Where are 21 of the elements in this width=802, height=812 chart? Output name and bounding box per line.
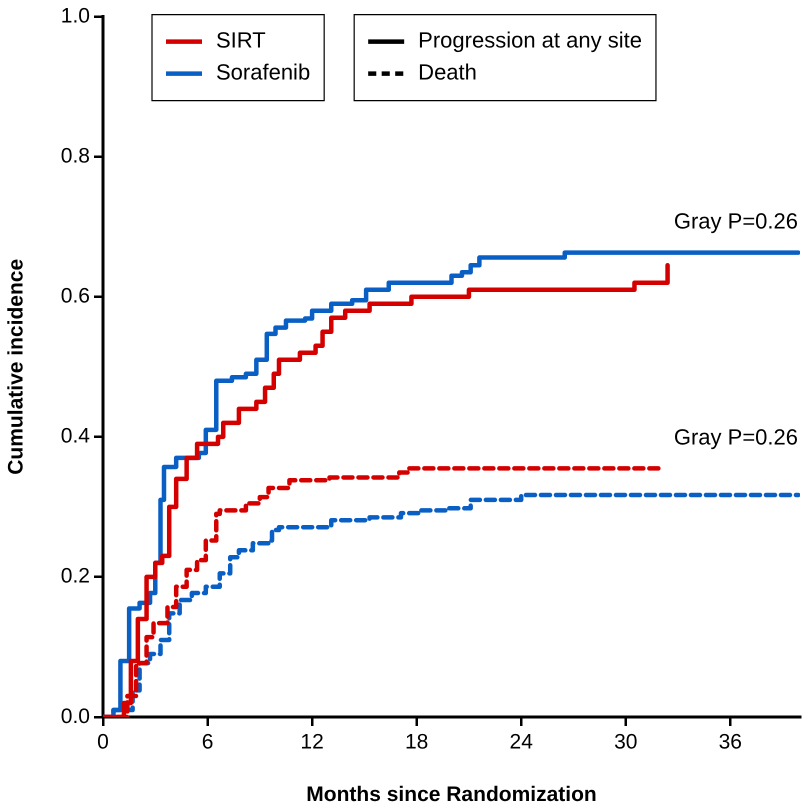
annotation: Death: [418, 60, 477, 85]
x-tick-label: 0: [97, 730, 109, 754]
x-tick-label: 18: [404, 730, 428, 754]
annotation: Gray P=0.26: [674, 208, 798, 234]
legend-label: SIRT: [216, 28, 266, 53]
y-tick-label: 0.8: [60, 144, 90, 168]
x-tick-label: 12: [300, 730, 324, 754]
y-tick-label: 0.2: [60, 564, 90, 588]
x-tick-label: 30: [614, 730, 638, 754]
legend-label: Sorafenib: [216, 60, 310, 85]
y-tick-label: 1.0: [60, 4, 90, 28]
x-axis-title: Months since Randomization: [306, 783, 597, 806]
y-tick-label: 0.0: [60, 704, 90, 728]
y-tick-label: 0.6: [60, 284, 90, 308]
x-tick-label: 36: [718, 730, 742, 754]
x-tick-label: 6: [202, 730, 214, 754]
y-tick-label: 0.4: [60, 424, 90, 448]
y-axis-title: Cumulative incidence: [4, 258, 28, 475]
annotation: Gray P=0.26: [674, 424, 798, 450]
x-tick-label: 24: [510, 730, 534, 754]
annotation: Progression at any site: [418, 28, 642, 53]
